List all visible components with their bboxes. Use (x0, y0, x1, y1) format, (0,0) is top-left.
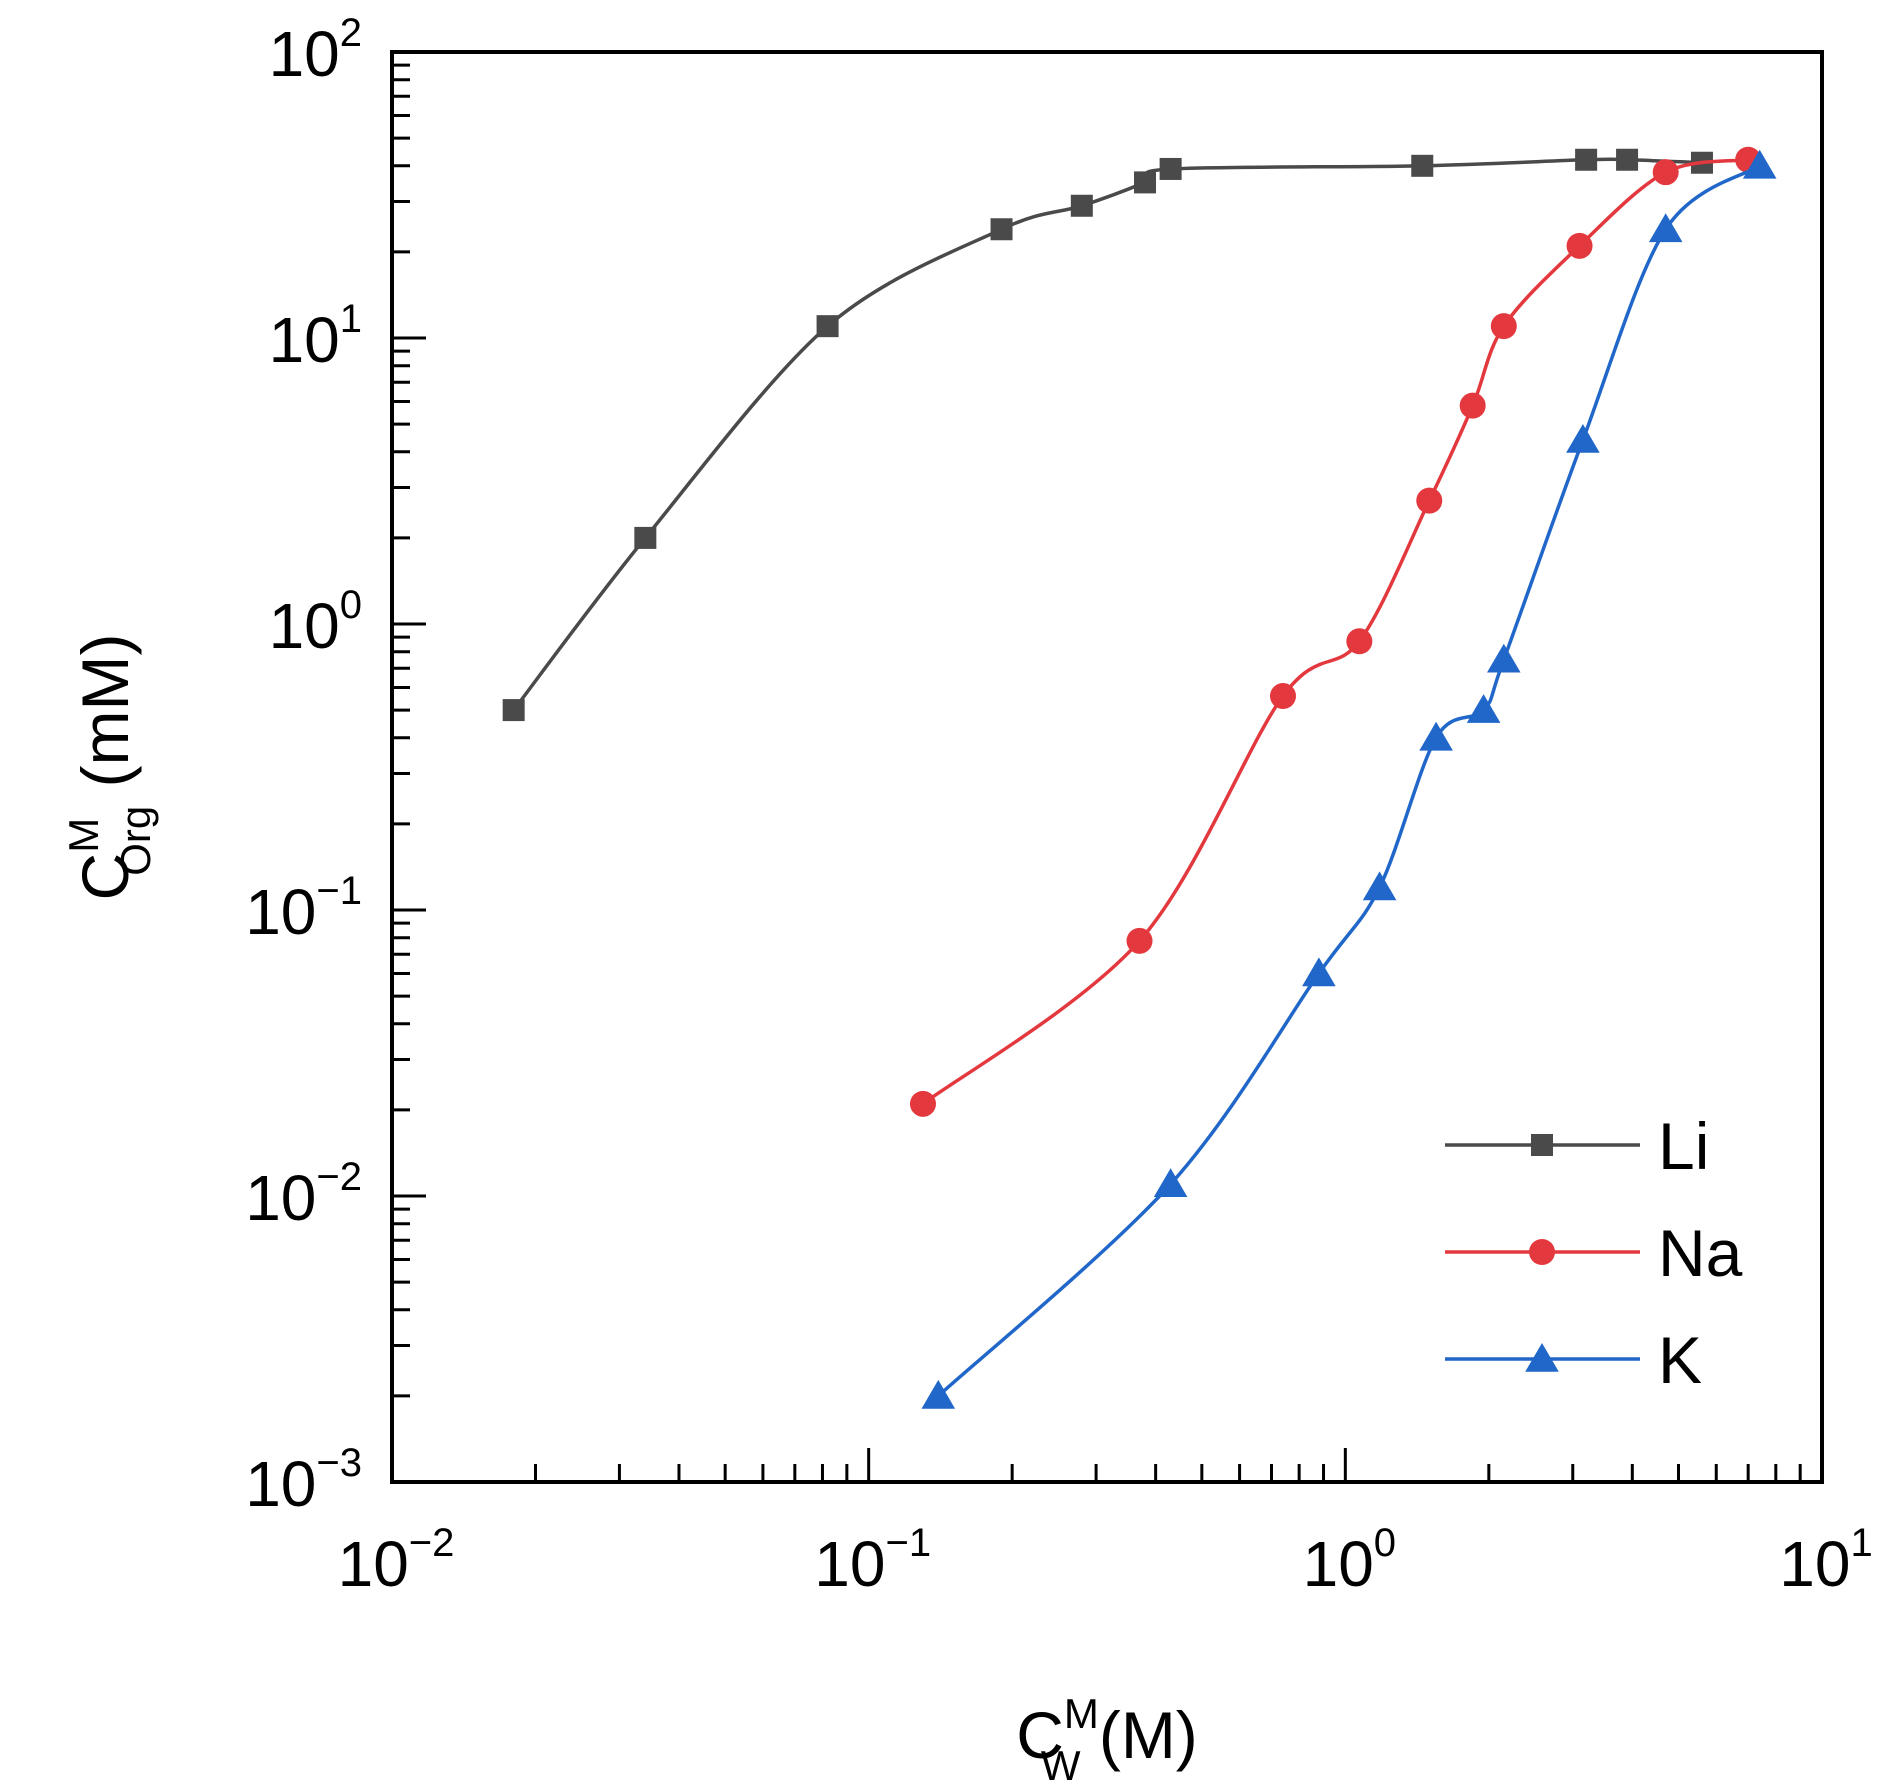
data-point-li (1616, 148, 1639, 171)
x-tick-label: 100 (1303, 1521, 1396, 1600)
y-tick-label-base: 10 (245, 876, 316, 948)
x-tick-label-exponent: −1 (885, 1521, 931, 1565)
y-tick-label-exponent: −3 (316, 1441, 362, 1485)
legend-marker-li (1531, 1134, 1553, 1156)
legend-marker-k (1525, 1343, 1559, 1372)
y-axis-title-unit: (mM) (68, 634, 142, 806)
data-point-na (1126, 927, 1153, 954)
x-tick-label-base: 10 (1303, 1528, 1374, 1600)
y-tick-label: 10−1 (245, 869, 362, 948)
y-tick-label-exponent: 1 (340, 297, 362, 341)
y-tick-label: 101 (269, 297, 362, 376)
y-axis-title-sub: Org (112, 806, 159, 876)
data-point-li (1070, 194, 1093, 217)
data-point-li (634, 526, 657, 549)
data-point-k (1153, 1168, 1188, 1197)
data-point-li (990, 218, 1013, 241)
x-tick-label: 101 (1779, 1521, 1872, 1600)
data-point-k (1466, 694, 1501, 723)
data-point-k (1362, 871, 1397, 901)
y-tick-label-base: 10 (269, 590, 340, 662)
x-axis-title-main: C (1016, 1698, 1064, 1772)
data-point-li (1134, 171, 1157, 194)
x-axis-title-sup: M (1064, 1690, 1099, 1737)
x-tick-label-base: 10 (814, 1528, 885, 1600)
series-line-na (921, 158, 1749, 1106)
data-point-k (1302, 957, 1336, 987)
y-tick-label: 102 (269, 11, 362, 90)
y-axis-title-main: C (68, 853, 142, 901)
y-tick-label-base: 10 (269, 18, 340, 90)
series-na (909, 146, 1762, 1117)
x-axis-title: CM W (M) (1016, 1690, 1198, 1782)
x-axis-title-unit: (M) (1081, 1698, 1198, 1772)
series-li (502, 148, 1713, 722)
data-point-k (1487, 643, 1521, 673)
plot-frame (390, 50, 1824, 1484)
y-tick-label-exponent: 0 (340, 583, 362, 627)
x-tick-label: 10−1 (814, 1521, 931, 1600)
x-axis-title-sub: W (1041, 1742, 1081, 1782)
y-tick-label: 10−2 (245, 1155, 362, 1234)
data-point-k (1742, 149, 1777, 179)
data-point-na (1416, 487, 1443, 514)
x-tick-label: 10−2 (338, 1521, 455, 1600)
data-point-li (1411, 154, 1434, 177)
x-tick-label-base: 10 (1779, 1528, 1850, 1600)
data-point-li (1159, 157, 1182, 180)
legend-label-li: Li (1658, 1109, 1709, 1183)
data-point-na (1652, 159, 1679, 186)
x-tick-label-exponent: 0 (1374, 1521, 1396, 1565)
x-tick-label-base: 10 (338, 1528, 409, 1600)
data-point-na (1490, 313, 1517, 340)
x-tick-label-exponent: −2 (409, 1521, 455, 1565)
y-tick-label: 10−3 (245, 1441, 362, 1520)
y-tick-label-base: 10 (245, 1162, 316, 1234)
legend: Li Na K (1445, 1109, 1743, 1397)
series-line-li (512, 157, 1703, 712)
axis-ticks (390, 63, 1802, 1484)
y-tick-label-exponent: 2 (340, 11, 362, 55)
data-point-na (1270, 683, 1297, 710)
y-axis-title: CM Org (mM) (60, 634, 159, 901)
x-tick-label-exponent: 1 (1850, 1521, 1872, 1565)
data-series (502, 146, 1777, 1409)
data-point-na (1346, 628, 1373, 655)
y-axis-title-sup: M (60, 818, 107, 853)
data-point-k (1566, 424, 1600, 453)
series-k (921, 149, 1777, 1409)
data-point-li (1575, 148, 1598, 171)
y-tick-label-exponent: −1 (316, 869, 362, 913)
legend-label-k: K (1658, 1323, 1702, 1397)
y-tick-label: 100 (269, 583, 362, 662)
data-point-k (1419, 721, 1453, 751)
data-point-na (1459, 392, 1486, 419)
data-point-li (502, 699, 525, 722)
legend-marker-na (1529, 1239, 1555, 1265)
legend-label-na: Na (1658, 1216, 1743, 1290)
y-tick-label-base: 10 (245, 1448, 316, 1520)
y-tick-label-base: 10 (269, 304, 340, 376)
data-point-na (909, 1090, 936, 1117)
data-point-k (921, 1379, 956, 1409)
data-point-li (816, 315, 839, 338)
data-point-na (1566, 232, 1593, 259)
data-point-k (1648, 213, 1683, 243)
series-line-k (937, 164, 1761, 1398)
y-tick-label-exponent: −2 (316, 1155, 362, 1199)
